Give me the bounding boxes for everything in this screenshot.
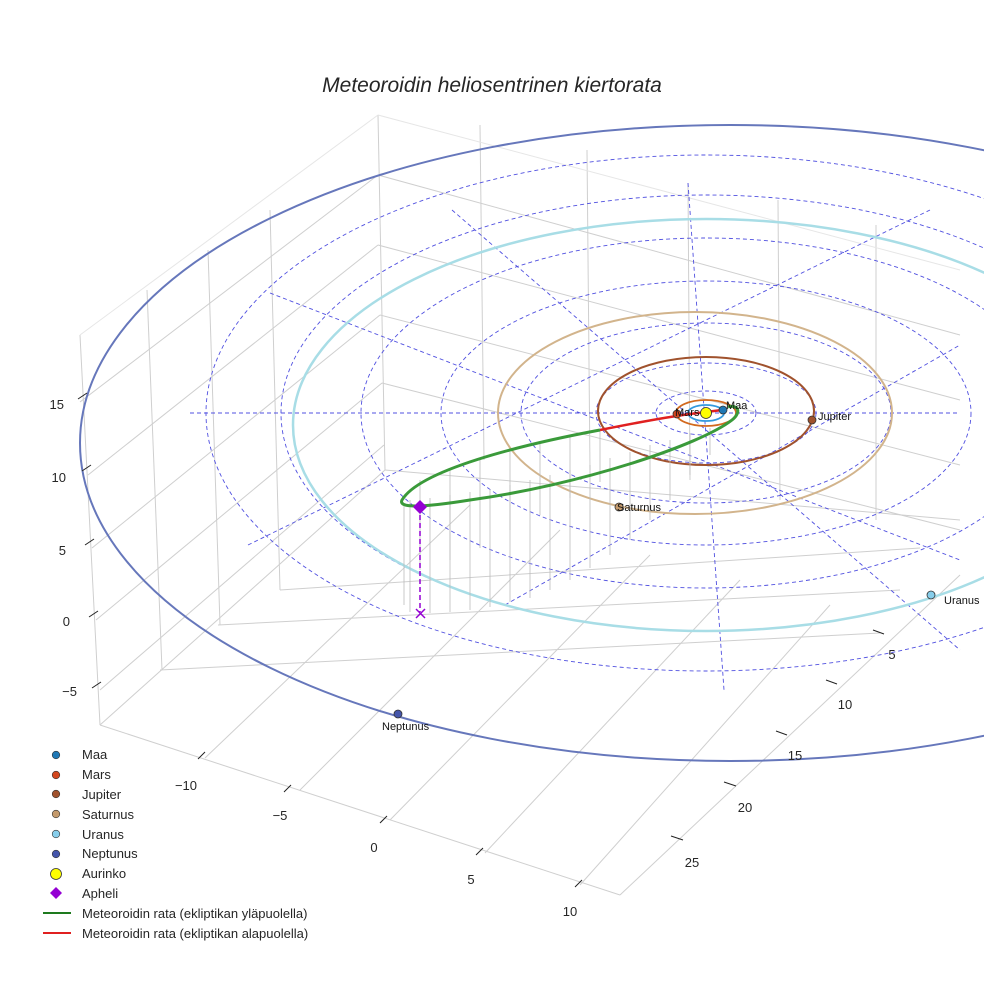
jupiter-marker[interactable] — [807, 415, 817, 425]
x-tick-label: 5 — [467, 872, 474, 887]
dot-icon — [51, 770, 61, 779]
legend-item-maa[interactable]: Maa — [38, 745, 308, 765]
meteoroid-orbit — [400, 404, 740, 508]
x-tick-label: 0 — [370, 840, 377, 855]
x-tick-label: −10 — [175, 778, 197, 793]
label-saturnus: Saturnus — [617, 502, 662, 514]
line-icon — [43, 932, 71, 935]
y-axis-labels: 5 10 15 20 25 — [685, 647, 896, 870]
legend-label: Jupiter — [82, 786, 122, 802]
y-tick-label: 10 — [838, 697, 852, 712]
jupiter-orbit — [597, 356, 815, 466]
y-tick-label: 15 — [788, 748, 802, 763]
dot-icon — [51, 790, 61, 799]
sun-icon — [50, 867, 62, 880]
legend-item-aurinko[interactable]: Aurinko — [38, 864, 308, 884]
maa-marker[interactable] — [718, 405, 728, 415]
legend-label: Uranus — [82, 826, 124, 842]
z-axis — [77, 392, 102, 689]
z-tick-label: 10 — [52, 470, 66, 485]
dot-icon — [51, 849, 61, 858]
planet-orbits — [79, 124, 984, 762]
mars-marker[interactable] — [672, 409, 682, 419]
legend-item-saturnus[interactable]: Saturnus — [38, 804, 308, 824]
diamond-icon — [50, 887, 62, 900]
saturnus-orbit — [497, 311, 893, 515]
dot-icon — [51, 810, 61, 819]
x-axis — [197, 751, 583, 888]
legend-item-uranus[interactable]: Uranus — [38, 824, 308, 844]
sun-marker[interactable] — [700, 407, 712, 419]
legend-item-apheli[interactable]: Apheli — [38, 884, 308, 904]
neptunus-orbit — [79, 124, 984, 762]
neptunus-marker[interactable] — [393, 709, 403, 719]
y-tick-label: 20 — [738, 800, 752, 815]
x-tick-label: −5 — [273, 808, 288, 823]
legend-item-neptunus[interactable]: Neptunus — [38, 844, 308, 864]
orbit-below-ecliptic — [599, 408, 723, 432]
planets — [393, 405, 936, 719]
y-tick-label: 5 — [888, 647, 895, 662]
legend-item-orbit-below[interactable]: Meteoroidin rata (ekliptikan alapuolella… — [38, 923, 308, 943]
label-maa: Maa — [726, 400, 748, 412]
orbit-above-ecliptic — [400, 404, 740, 508]
chart-title: Meteoroidin heliosentrinen kiertorata — [322, 74, 662, 97]
z-tick-label: 5 — [59, 543, 66, 558]
dot-icon — [51, 750, 61, 759]
x-axis-labels: −10 −5 0 5 10 — [175, 778, 577, 919]
planet-labels: Maa Mars Jupiter Saturnus Uranus Neptunu… — [382, 400, 980, 733]
saturnus-marker[interactable] — [614, 502, 624, 512]
legend-label: Saturnus — [82, 806, 135, 822]
aphelion-projection-cross-icon — [415, 608, 426, 619]
legend-label: Meteoroidin rata (ekliptikan yläpuolella… — [82, 905, 308, 921]
drop-lines — [403, 428, 711, 613]
legend-item-orbit-above[interactable]: Meteoroidin rata (ekliptikan yläpuolella… — [38, 903, 308, 923]
aphelion-marker[interactable] — [413, 500, 427, 514]
z-tick-label: 0 — [63, 614, 70, 629]
legend-label: Mars — [82, 767, 111, 783]
label-mars: Mars — [675, 407, 700, 419]
legend-label: Neptunus — [82, 846, 138, 862]
legend: Maa Mars Jupiter Saturnus Uranus Neptunu… — [38, 745, 308, 943]
legend-label: Aurinko — [82, 866, 127, 882]
line-icon — [43, 912, 71, 915]
y-axis — [670, 629, 885, 841]
uranus-marker[interactable] — [926, 590, 936, 600]
legend-item-jupiter[interactable]: Jupiter — [38, 785, 308, 805]
legend-label: Meteoroidin rata (ekliptikan alapuolella… — [82, 925, 309, 941]
legend-item-mars[interactable]: Mars — [38, 765, 308, 785]
legend-label: Maa — [82, 747, 108, 763]
x-tick-label: 10 — [563, 904, 577, 919]
label-neptunus: Neptunus — [382, 721, 430, 733]
uranus-orbit — [291, 217, 984, 633]
legend-label: Apheli — [82, 885, 119, 901]
dot-icon — [51, 829, 61, 839]
z-tick-label: 15 — [50, 397, 64, 412]
z-tick-label: −5 — [62, 684, 77, 699]
label-jupiter: Jupiter — [818, 411, 851, 423]
y-tick-label: 25 — [685, 855, 699, 870]
z-axis-labels: 15 10 5 0 −5 — [50, 397, 77, 699]
label-uranus: Uranus — [944, 595, 980, 607]
axis-grid — [79, 114, 961, 896]
